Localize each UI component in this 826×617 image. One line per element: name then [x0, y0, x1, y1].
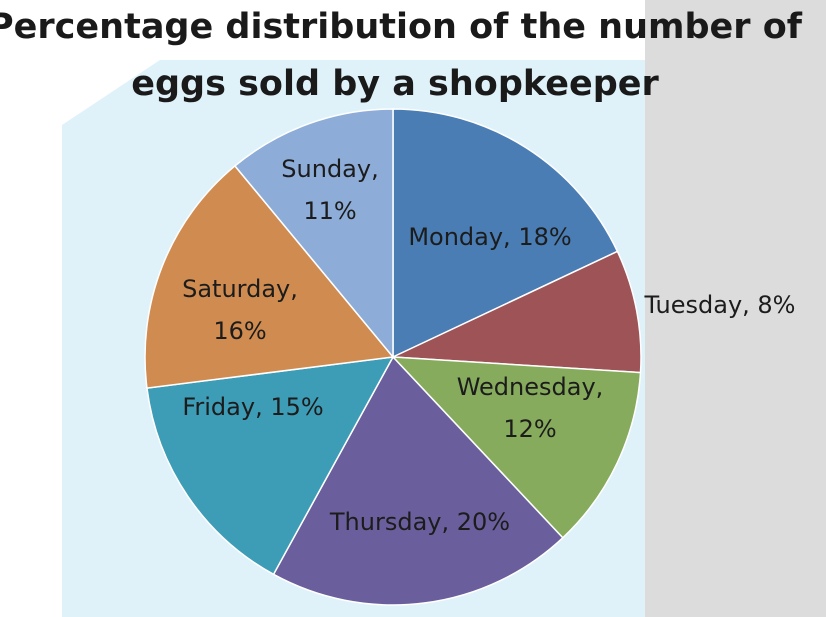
- data-label: Friday, 15%: [182, 393, 323, 421]
- pie-slice: [144, 164, 395, 389]
- chart-title: Percentage distribution of the number of…: [0, 7, 803, 104]
- data-label: Saturday, 16%: [182, 275, 298, 345]
- pie: [144, 108, 642, 606]
- data-label: Wednesday, 12%: [457, 373, 604, 443]
- pie-slice: [272, 355, 564, 606]
- data-label: Tuesday, 8%: [644, 291, 796, 319]
- data-label: Thursday, 20%: [329, 508, 510, 536]
- pie-slice: [391, 356, 642, 539]
- data-label: Monday, 18%: [408, 223, 571, 251]
- data-label: Sunday, 11%: [281, 155, 378, 225]
- side-panel: [645, 0, 826, 617]
- pie-slice: [392, 108, 619, 359]
- pie-slice: [392, 250, 642, 374]
- pie-slice: [233, 108, 394, 360]
- pie-slice: [146, 356, 395, 576]
